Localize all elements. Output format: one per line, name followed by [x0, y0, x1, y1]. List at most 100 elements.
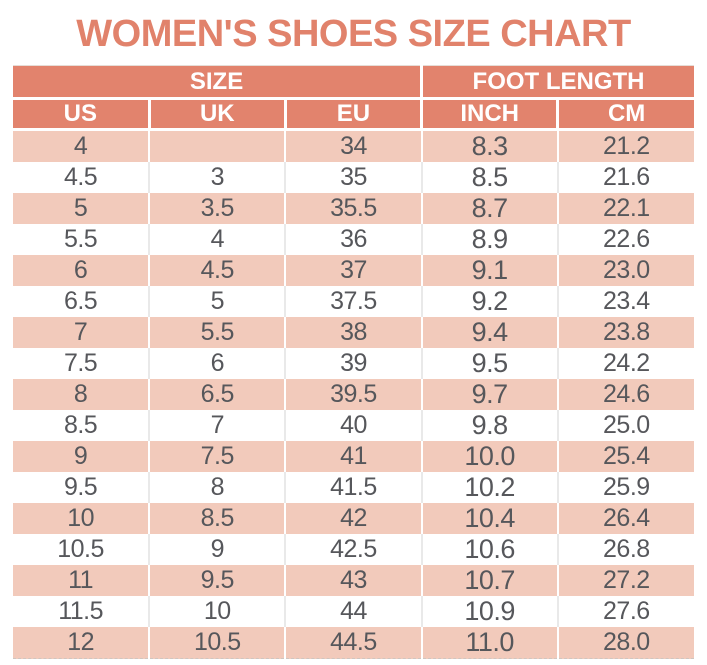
- cell-eu: 42: [284, 503, 422, 534]
- column-header-us: US: [13, 98, 150, 131]
- table-row: 4.5 3 35 8.5 21.6: [13, 162, 694, 193]
- cell-inch: 8.7: [420, 193, 558, 224]
- cell-us: 7: [73, 318, 88, 346]
- cell-eu: 44.5: [284, 627, 422, 659]
- cell-us: 12: [67, 628, 94, 656]
- group-header-row: SIZE FOOT LENGTH: [13, 65, 694, 100]
- cell-inch: 9.4: [420, 317, 558, 348]
- cell-cm: 21.2: [556, 129, 694, 162]
- cell-uk: 9: [148, 534, 286, 565]
- cell-cm: 22.6: [556, 224, 694, 255]
- cell-cm: 21.6: [556, 162, 694, 193]
- cell-uk: 4.5: [148, 255, 286, 286]
- cell-us: 5.5: [63, 225, 98, 253]
- cell-eu: 37.5: [284, 286, 422, 317]
- cell-uk: 7.5: [148, 441, 286, 472]
- cell-uk: 7: [148, 410, 286, 441]
- cell-eu: 44: [284, 596, 422, 627]
- cell-cm: 24.6: [556, 379, 694, 410]
- size-chart-page: WOMEN'S SHOES SIZE CHART SIZE FOOT LENGT…: [0, 12, 707, 659]
- cell-inch: 8.3: [420, 129, 558, 162]
- cell-us: 8: [73, 380, 88, 408]
- cell-us: 8.5: [63, 411, 98, 439]
- cell-us: 11.5: [58, 597, 103, 625]
- table-row: 8 6.5 39.5 9.7 24.6: [13, 379, 694, 410]
- group-header-size: SIZE: [13, 65, 422, 100]
- cell-eu: 37: [284, 255, 422, 286]
- cell-us: 9: [73, 442, 88, 470]
- cell-uk: 4: [148, 224, 286, 255]
- cell-cm: 25.4: [556, 441, 694, 472]
- cell-eu: 43: [284, 565, 422, 596]
- cell-inch: 11.0: [420, 627, 558, 659]
- cell-us: 7.5: [63, 349, 98, 377]
- table-row: 11 9.5 43 10.7 27.2: [13, 565, 694, 596]
- cell-inch: 9.1: [420, 255, 558, 286]
- cell-uk: 10.5: [148, 627, 286, 659]
- table-row: 6 4.5 37 9.1 23.0: [13, 255, 694, 286]
- table-row: 11.5 10 44 10.9 27.6: [13, 596, 694, 627]
- table-row: 12 10.5 44.5 11.0 28.0: [13, 627, 694, 659]
- cell-uk: 6.5: [148, 379, 286, 410]
- cell-inch: 10.2: [420, 472, 558, 503]
- cell-inch: 10.4: [420, 503, 558, 534]
- table-row: 5 3.5 35.5 8.7 22.1: [13, 193, 694, 224]
- cell-eu: 35: [284, 162, 422, 193]
- cell-uk: 10: [148, 596, 286, 627]
- table-row: 7.5 6 39 9.5 24.2: [13, 348, 694, 379]
- table-row: 9 7.5 41 10.0 25.4: [13, 441, 694, 472]
- cell-inch: 8.9: [420, 224, 558, 255]
- cell-uk: 5.5: [148, 317, 286, 348]
- column-header-row: US UK EU INCH CM: [13, 98, 694, 131]
- cell-eu: 39: [284, 348, 422, 379]
- cell-cm: 23.8: [556, 317, 694, 348]
- cell-us: 10.5: [57, 535, 104, 563]
- cell-us: 5: [73, 194, 88, 222]
- cell-us: 4: [73, 132, 88, 160]
- cell-inch: 10.6: [420, 534, 558, 565]
- cell-us: 6.5: [63, 287, 98, 315]
- cell-uk: [148, 129, 286, 162]
- table-row: 10.5 9 42.5 10.6 26.8: [13, 534, 694, 565]
- cell-cm: 27.6: [556, 596, 694, 627]
- cell-cm: 23.0: [556, 255, 694, 286]
- size-table-body: 4 34 8.3 21.2 4.5 3 35 8.5 21.6 5 3.5 35.5 8.7 22.1 5.…: [13, 129, 694, 659]
- cell-eu: 41: [284, 441, 422, 472]
- cell-inch: 9.8: [420, 410, 558, 441]
- cell-uk: 9.5: [148, 565, 286, 596]
- table-row: 8.5 7 40 9.8 25.0: [13, 410, 694, 441]
- cell-inch: 10.0: [420, 441, 558, 472]
- cell-cm: 26.4: [556, 503, 694, 534]
- cell-cm: 24.2: [556, 348, 694, 379]
- cell-uk: 8: [148, 472, 286, 503]
- cell-eu: 34: [284, 129, 422, 162]
- cell-cm: 25.9: [556, 472, 694, 503]
- cell-inch: 8.5: [420, 162, 558, 193]
- cell-eu: 41.5: [284, 472, 422, 503]
- page-title: WOMEN'S SHOES SIZE CHART: [76, 13, 631, 55]
- table-row: 10 8.5 42 10.4 26.4: [13, 503, 694, 534]
- cell-inch: 10.9: [420, 596, 558, 627]
- group-header-foot-length: FOOT LENGTH: [420, 65, 694, 100]
- table-row: 5.5 4 36 8.9 22.6: [13, 224, 694, 255]
- cell-cm: 22.1: [556, 193, 694, 224]
- cell-us: 9.5: [63, 473, 98, 501]
- column-header-inch: INCH: [420, 98, 558, 131]
- cell-inch: 9.2: [420, 286, 558, 317]
- cell-eu: 40: [284, 410, 422, 441]
- cell-us: 4.5: [63, 163, 98, 191]
- table-row: 9.5 8 41.5 10.2 25.9: [13, 472, 694, 503]
- table-row: 6.5 5 37.5 9.2 23.4: [13, 286, 694, 317]
- cell-cm: 25.0: [556, 410, 694, 441]
- cell-eu: 38: [284, 317, 422, 348]
- table-header: SIZE FOOT LENGTH US UK EU INCH CM: [13, 65, 694, 131]
- cell-uk: 3.5: [148, 193, 286, 224]
- cell-cm: 26.8: [556, 534, 694, 565]
- cell-inch: 10.7: [420, 565, 558, 596]
- cell-cm: 28.0: [556, 627, 694, 659]
- column-header-eu: EU: [283, 98, 422, 131]
- cell-uk: 3: [148, 162, 286, 193]
- cell-eu: 42.5: [284, 534, 422, 565]
- cell-eu: 36: [284, 224, 422, 255]
- table-row: 7 5.5 38 9.4 23.8: [13, 317, 694, 348]
